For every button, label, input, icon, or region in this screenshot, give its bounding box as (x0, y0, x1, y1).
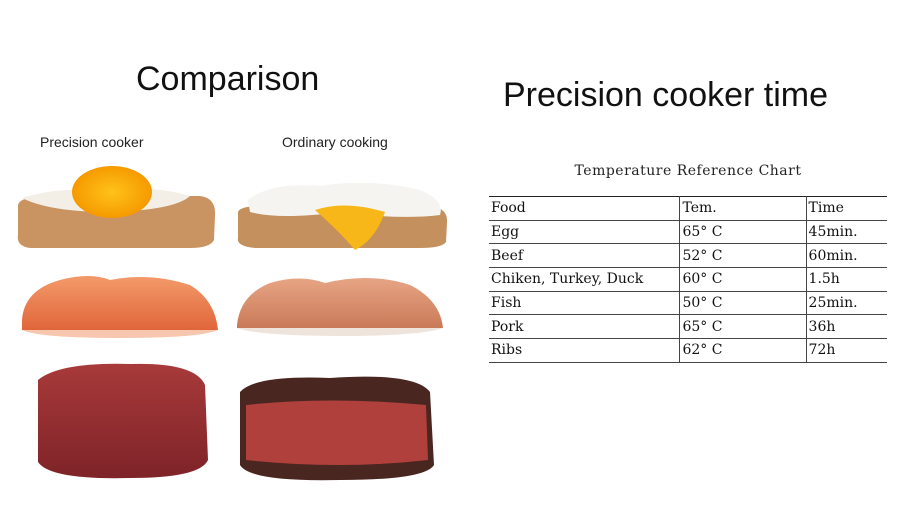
table-cell: 36h (805, 314, 887, 340)
table-cell: 45min. (805, 220, 887, 245)
table-row: Ribs 62° C 72h (489, 338, 887, 363)
table-cell: 1.5h (805, 267, 887, 292)
table-cell: Time (805, 196, 887, 221)
table-cell: 60° C (679, 267, 807, 292)
table-cell: 52° C (679, 243, 807, 269)
table-row: Egg 65° C 45min. (489, 220, 887, 245)
photo-label: Precision cooker (40, 134, 144, 150)
table-cell: 65° C (679, 220, 807, 245)
reference-table: Food Tem. Time Egg 65° C 45min. Beef 52° C 60min… (489, 196, 887, 363)
table-cell: Pork (489, 314, 680, 340)
table-row: Chiken, Turkey, Duck 60° C 1.5h (489, 267, 887, 292)
table-row: Pork 65° C 36h (489, 314, 887, 340)
table-cell: Ribs (489, 338, 680, 363)
table-caption: Temperature Reference Chart (574, 163, 802, 179)
table-cell: 60min. (805, 243, 887, 269)
header-row: Food Tem. Time (489, 196, 887, 221)
table-cell: 65° C (679, 314, 807, 340)
table-cell: Tem. (679, 196, 807, 221)
table-cell: Fish (489, 291, 680, 316)
table-cell: 50° C (679, 291, 807, 316)
table-row: Beef 52° C 60min. (489, 243, 887, 269)
left-title: Comparison (136, 60, 320, 98)
right-title: Precision cooker time (503, 76, 829, 114)
table-cell: Food (489, 196, 680, 221)
table-cell: Egg (489, 220, 680, 245)
table-cell: 62° C (679, 338, 807, 363)
table-row: Fish 50° C 25min. (489, 291, 887, 316)
table-cell: 25min. (805, 291, 887, 316)
table-cell: 72h (805, 338, 887, 363)
photo-label: Ordinary cooking (282, 134, 388, 150)
table-cell: Beef (489, 243, 680, 269)
table-cell: Chiken, Turkey, Duck (489, 267, 680, 292)
